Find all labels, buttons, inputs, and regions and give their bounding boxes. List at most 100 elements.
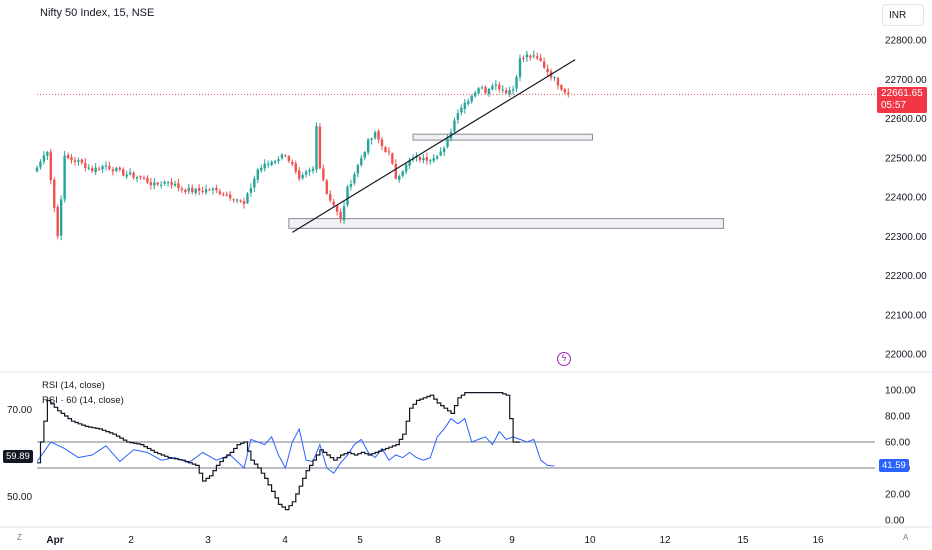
candle-body (298, 170, 301, 179)
candle-body (436, 156, 439, 159)
price-axis-label: 22800.00 (885, 36, 927, 47)
price-axis-label: 22500.00 (885, 153, 927, 164)
candle-body (322, 168, 325, 181)
candle-body (460, 107, 463, 113)
candle-body (135, 177, 139, 179)
candle-body (356, 165, 360, 174)
candle-body (180, 188, 184, 190)
timezone-icon[interactable]: Z (17, 533, 22, 542)
candle-body (73, 160, 77, 162)
candle-body (411, 158, 415, 161)
rsi-line-blue[interactable] (36, 417, 555, 474)
candle-body (139, 176, 142, 178)
currency-selector[interactable]: INR (882, 4, 924, 26)
candle-body (170, 181, 173, 186)
candle-body (128, 172, 132, 175)
auto-scale-icon[interactable]: A (903, 533, 909, 542)
candle-body (311, 168, 315, 172)
price-axis-label: 22600.00 (885, 114, 927, 125)
candle-body (249, 188, 253, 193)
support-zone-2[interactable] (288, 218, 725, 229)
candle-body (532, 55, 535, 57)
candle-body (125, 174, 128, 177)
candle-body (163, 182, 166, 184)
candle-body (142, 177, 146, 179)
candle-body (235, 199, 239, 201)
candle-body (66, 154, 70, 159)
time-axis-label: 9 (509, 535, 515, 546)
candle-body (215, 187, 218, 191)
candle-body (263, 163, 266, 169)
candle-body (542, 61, 546, 68)
support-zone-1[interactable] (412, 133, 593, 141)
flash-icon[interactable]: ϟ (557, 352, 571, 366)
rsi-right-badge: 41.59 (879, 459, 909, 472)
time-axis-label: 3 (205, 535, 211, 546)
time-axis-label: 2 (128, 535, 134, 546)
candle-body (118, 167, 121, 170)
candle-body (401, 171, 404, 176)
candle-body (63, 155, 66, 200)
candle-body (232, 199, 235, 201)
candle-body (284, 155, 287, 157)
candle-body (108, 165, 111, 169)
candle-body (211, 188, 215, 191)
candle-body (253, 178, 256, 188)
candle-body (97, 168, 101, 170)
last-price-tag: 22661.65 05:57 (877, 87, 927, 113)
candle-body (505, 90, 508, 94)
candle-body (529, 55, 532, 58)
candle-body (201, 190, 204, 192)
time-axis-label: 15 (737, 535, 749, 546)
candle-body (111, 169, 115, 172)
price-axis-label: 22300.00 (885, 232, 927, 243)
rsi-axis-label: 20.00 (885, 490, 910, 501)
rsi-legend-2[interactable]: RSI · 60 (14, close) (42, 395, 124, 406)
candle-body (42, 155, 46, 162)
candle-body (39, 161, 42, 168)
candle-body (384, 147, 387, 152)
candle-body (242, 201, 246, 205)
rsi-axis-label: 100.00 (885, 386, 916, 397)
candle-body (556, 77, 560, 86)
candle-body (508, 90, 511, 95)
candle-body (480, 87, 484, 89)
candle-body (335, 205, 339, 212)
candle-body (177, 183, 180, 189)
rsi-axis-label: 60.00 (885, 438, 910, 449)
candle-body (391, 153, 394, 164)
time-axis-label: Apr (46, 535, 63, 546)
candle-body (87, 167, 90, 169)
candle-body (270, 162, 273, 166)
candle-body (59, 199, 63, 236)
candle-body (197, 188, 201, 191)
candle-body (560, 85, 563, 90)
candle-body (91, 168, 94, 171)
price-axis-label: 22400.00 (885, 193, 927, 204)
rsi-line-black[interactable] (37, 392, 520, 511)
trendline[interactable] (291, 59, 576, 233)
candle-body (318, 126, 322, 169)
rsi-axis-label: 80.00 (885, 412, 910, 423)
candle-body (49, 151, 52, 181)
rsi-legend-1[interactable]: RSI (14, close) (42, 380, 105, 391)
candle-body (153, 182, 156, 186)
candle-body (304, 171, 308, 175)
candle-body (187, 187, 190, 192)
candle-body (222, 194, 225, 196)
candle-body (518, 58, 522, 77)
price-axis-label: 22100.00 (885, 310, 927, 321)
candle-body (308, 170, 311, 172)
candle-body (191, 187, 194, 193)
candle-body (398, 176, 401, 180)
candle-body (277, 159, 280, 162)
candle-body (446, 138, 449, 147)
candle-body (80, 159, 84, 163)
candle-body (132, 172, 135, 178)
candle-body (260, 167, 263, 171)
candle-body (184, 189, 187, 192)
candle-body (470, 95, 473, 102)
candle-body (467, 101, 470, 104)
candle-body (256, 169, 259, 180)
